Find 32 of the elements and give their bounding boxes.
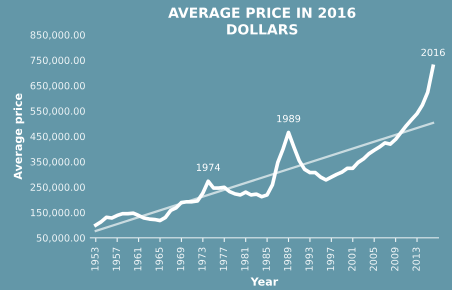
annotation: 1989 — [277, 114, 300, 122]
x-tick-label: 1957 — [112, 248, 120, 271]
x-tick-label: 2013 — [412, 248, 420, 271]
y-tick-label: 550,000.00 — [30, 107, 85, 116]
x-tick-label: 2009 — [391, 248, 398, 271]
y-tick-label: 150,000.00 — [30, 208, 85, 218]
y-tick-label: 50,000.00 — [36, 234, 85, 243]
x-tick-label: 1953 — [91, 248, 99, 271]
annotation: 2016 — [421, 48, 445, 56]
y-axis-title: Average price — [13, 94, 24, 180]
x-tick-label: 1977 — [220, 248, 228, 271]
x-tick-label: 1961 — [134, 248, 142, 271]
x-tick-label: 1993 — [305, 248, 313, 271]
y-tick-label: 350,000.00 — [30, 158, 85, 166]
y-tick-label: 250,000.00 — [30, 184, 85, 192]
chart-title: AVERAGE PRICE IN 2016 DOLLARS — [168, 7, 356, 35]
x-tick-label: 1985 — [262, 248, 270, 271]
y-tick-label: 850,000.00 — [30, 31, 85, 40]
x-axis-title: Year — [250, 277, 278, 286]
x-tick-label: 1989 — [284, 248, 292, 271]
x-tick-label: 1981 — [241, 248, 248, 271]
x-tick-label: 1973 — [198, 248, 206, 271]
x-tick-label: 1997 — [326, 248, 334, 271]
x-tick-label: 1965 — [155, 248, 163, 271]
annotation: 1974 — [196, 164, 220, 171]
y-tick-label: 450,000.00 — [30, 132, 85, 142]
x-tick-label: 2005 — [370, 248, 378, 271]
x-tick-label: 1969 — [176, 248, 184, 271]
y-tick-label: 750,000.00 — [30, 56, 85, 65]
x-tick-label: 2001 — [348, 248, 356, 271]
y-tick-label: 650,000.00 — [30, 82, 85, 90]
line-series — [94, 64, 435, 227]
